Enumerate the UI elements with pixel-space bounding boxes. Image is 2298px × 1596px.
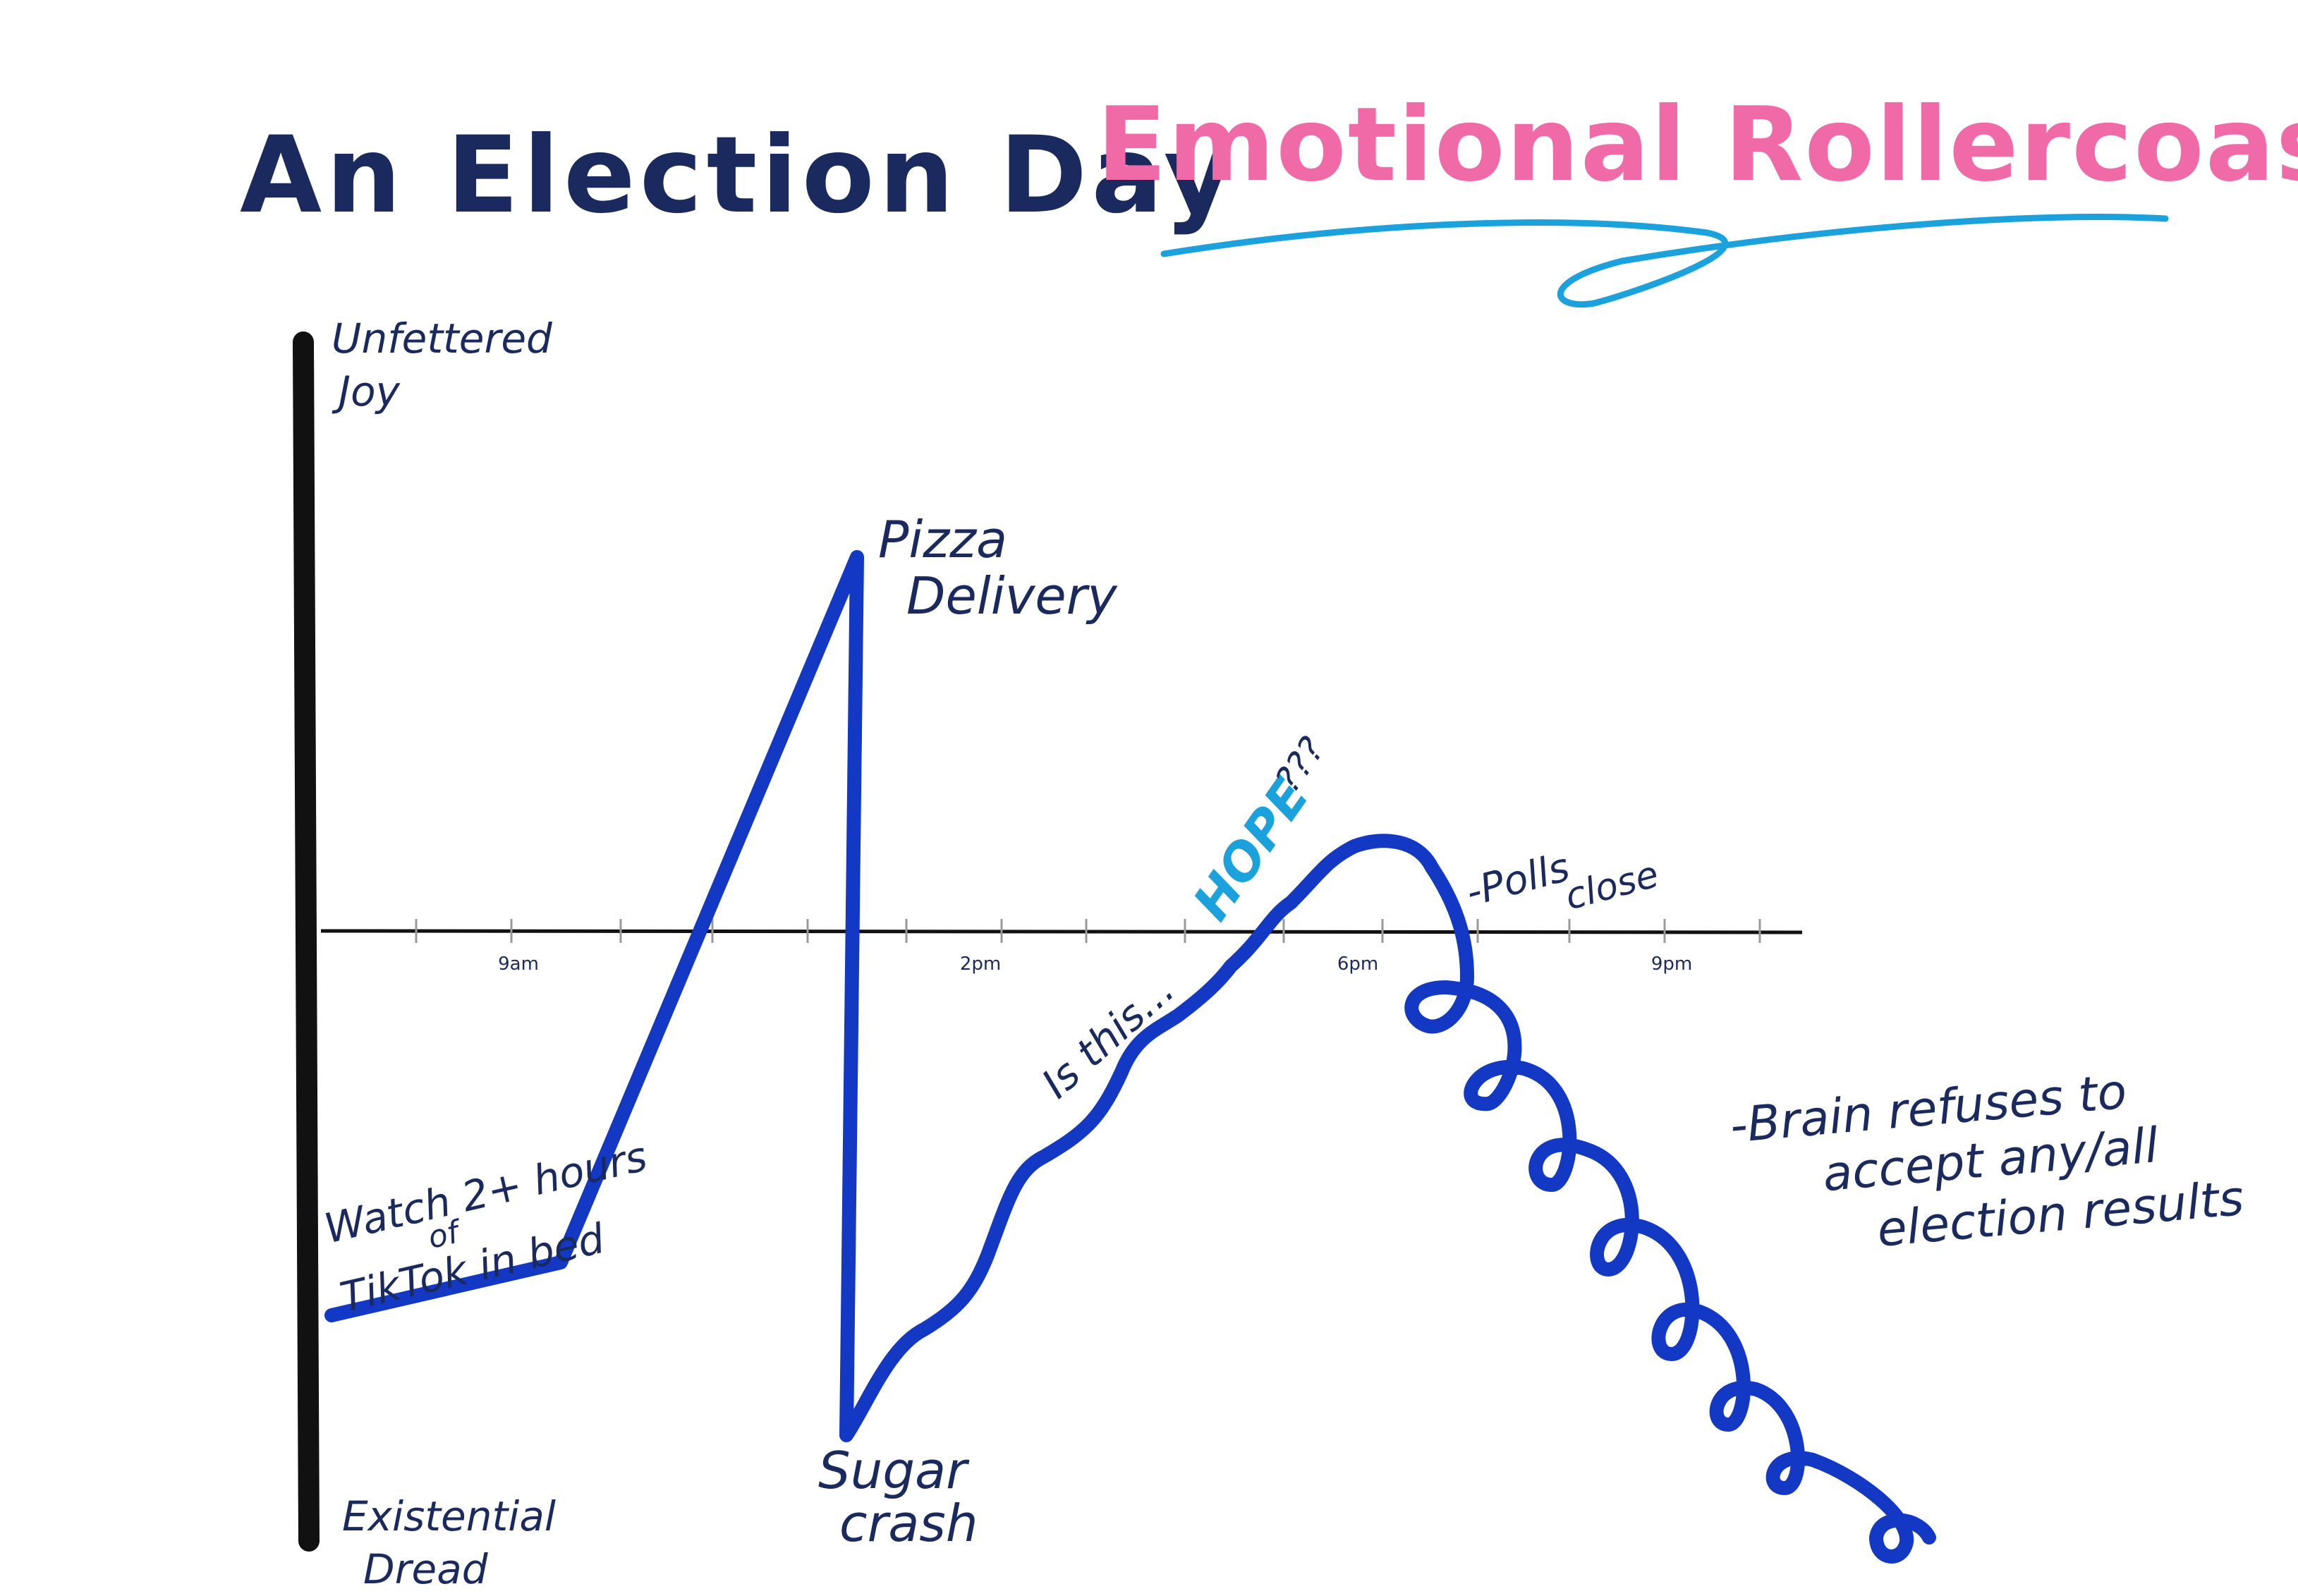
annotation-polls-line2: close bbox=[1561, 853, 1663, 919]
x-axis-tick-labels: 9am 2pm 6pm 9pm bbox=[498, 954, 1692, 975]
annotation-crash-line1: Sugar bbox=[818, 1441, 970, 1500]
title-underline bbox=[1160, 214, 2169, 308]
annotation-start: Watch 2+ hours of TikTok in bed bbox=[320, 1132, 652, 1322]
title-part-1: An Election Day bbox=[240, 114, 1237, 237]
annotation-hope: HOPE ??? bbox=[1181, 730, 1332, 931]
annotation-peak-line1: Pizza bbox=[878, 510, 1007, 569]
annotation-spiral: -Brain refuses to accept any/all electio… bbox=[1728, 1064, 2247, 1258]
annotation-crash-line2: crash bbox=[839, 1494, 978, 1553]
y-axis-top-label-line2: Joy bbox=[332, 367, 401, 415]
y-axis-bottom-label-line1: Existential bbox=[342, 1492, 556, 1540]
x-axis bbox=[320, 929, 1803, 934]
x-axis-minor-ticks bbox=[415, 919, 1761, 943]
annotation-peak-line2: Delivery bbox=[906, 566, 1118, 626]
x-axis-tick-label: 6pm bbox=[1337, 954, 1378, 975]
y-axis bbox=[293, 331, 320, 1552]
y-axis-bottom-label-line2: Dread bbox=[363, 1545, 489, 1593]
title-part-2: Emotional Rollercoaster bbox=[1097, 85, 2298, 205]
x-axis-tick-label: 9pm bbox=[1651, 954, 1692, 975]
y-axis-top-label-line1: Unfettered bbox=[332, 315, 553, 363]
x-axis-tick-label: 9am bbox=[498, 954, 539, 975]
emotion-curve bbox=[324, 550, 1936, 1564]
annotation-polls-line1: -Polls bbox=[1461, 844, 1574, 915]
x-axis-tick-label: 2pm bbox=[960, 954, 1001, 975]
